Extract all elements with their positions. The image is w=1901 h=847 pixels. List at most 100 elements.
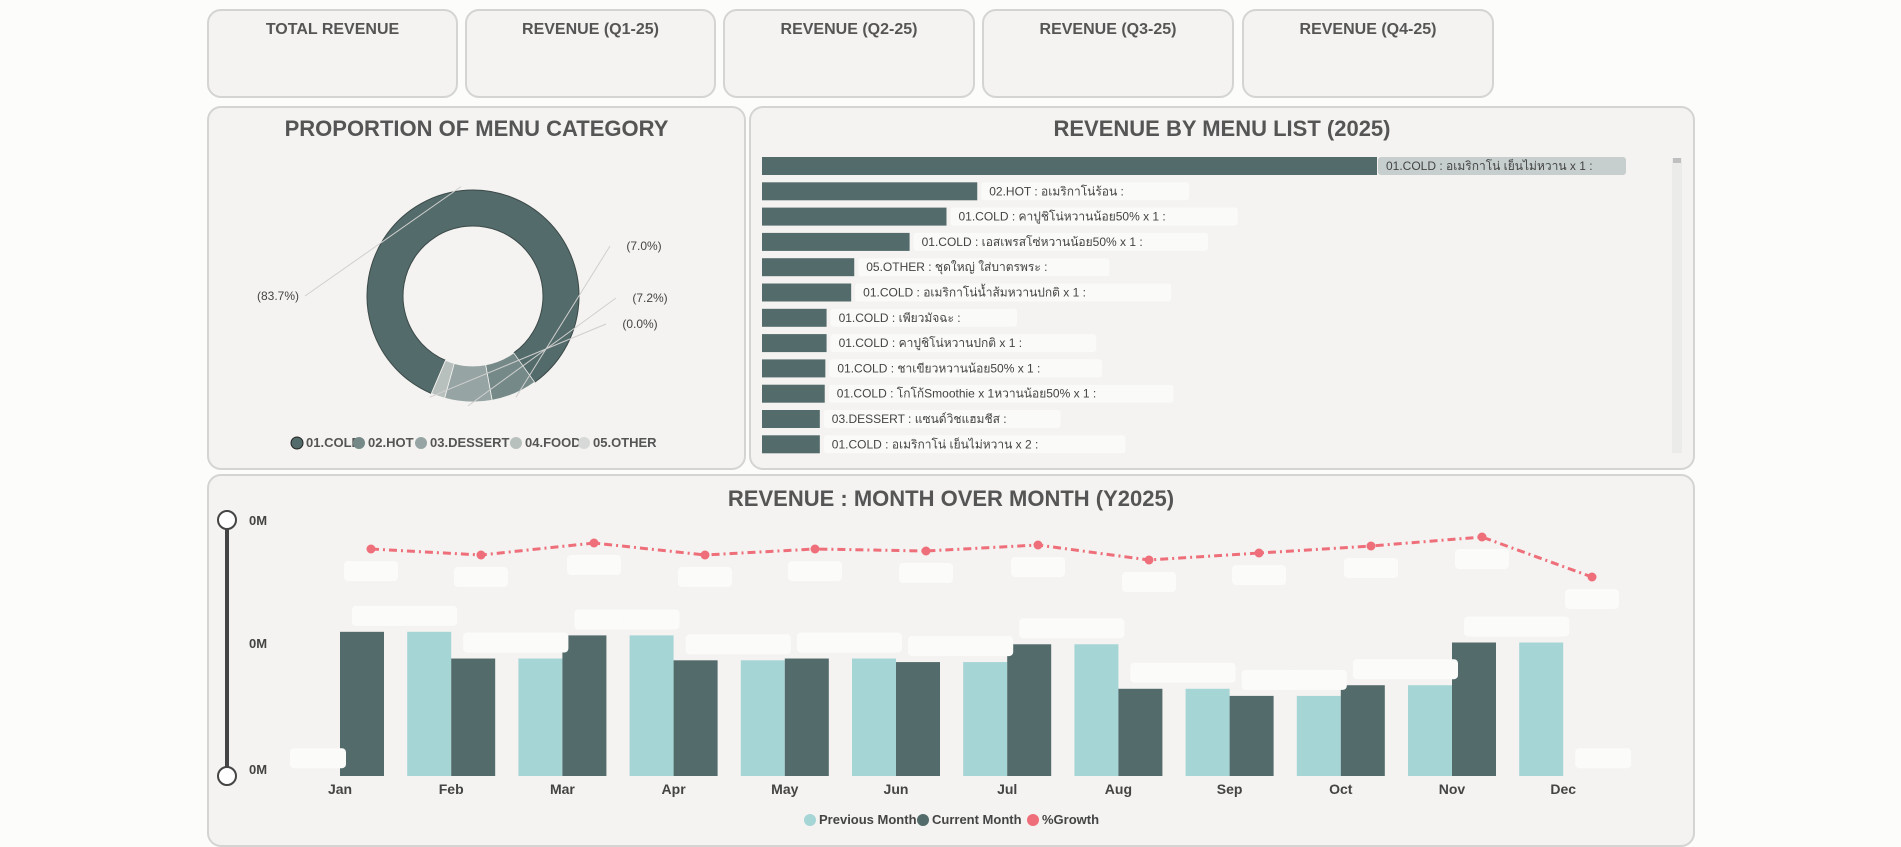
- bar-previous-month: [629, 635, 674, 776]
- kpi-title: REVENUE (Q4-25): [1299, 21, 1437, 38]
- donut-slice-05-other: [430, 359, 447, 395]
- x-tick-label: Jul: [997, 781, 1017, 797]
- bar-previous-month: [1296, 695, 1341, 776]
- menu-bar-label: 01.COLD : ชาเขียวหวานน้อย50% x 1 :: [837, 361, 1040, 375]
- bar-current-month: [562, 635, 607, 776]
- growth-point: [810, 544, 820, 554]
- donut-data-label: (83.7%): [257, 289, 299, 303]
- bar-current-month: [340, 631, 384, 776]
- bar-previous-month: [407, 631, 452, 776]
- legend-marker-03-dessert: [415, 437, 427, 449]
- menu-bar-label-box: [828, 384, 1174, 403]
- bar-previous-month: [963, 662, 1008, 776]
- bar-data-label-box: [908, 636, 964, 657]
- growth-data-label-box: [899, 563, 953, 583]
- legend-marker: [917, 814, 929, 826]
- growth-data-label-box: [1565, 589, 1619, 609]
- donut-leader-line: [304, 186, 462, 297]
- kpi-card-revenue-q2: REVENUE (Q2-25): [723, 9, 975, 98]
- menu-bar-label: 05.OTHER : ชุดใหญ่ ใส่บาตรพระ :: [866, 260, 1047, 275]
- legend-label: 02.HOT: [368, 435, 414, 450]
- mom-combo-chart: 0M 0M 0M Jan Feb Mar Apr May Jun Jul Aug Sep Oct Nov D…: [217, 510, 1632, 827]
- legend-marker-02-hot: [353, 437, 365, 449]
- menu-bar: [762, 182, 978, 201]
- menu-list-chart-title: REVENUE BY MENU LIST (2025): [1053, 116, 1391, 141]
- growth-data-label-box: [1455, 549, 1509, 569]
- menu-bar-label-box: [855, 283, 1172, 302]
- kpi-title: REVENUE (Q3-25): [1039, 21, 1177, 38]
- bar-data-label-box: [512, 632, 569, 653]
- menu-bar-label-box: [830, 308, 1017, 327]
- bar-data-label-box: [574, 609, 631, 630]
- growth-point: [1477, 532, 1487, 542]
- menu-list-scrollbar[interactable]: [1672, 158, 1682, 453]
- kpi-card-revenue-q1: REVENUE (Q1-25): [465, 9, 716, 98]
- legend-label: %Growth: [1042, 812, 1099, 827]
- x-tick-label: Mar: [550, 781, 575, 797]
- menu-bar: [762, 232, 910, 251]
- menu-bar-label-box: [981, 182, 1190, 201]
- donut-leader-line: [467, 297, 617, 407]
- y-range-slider-bottom-handle: [217, 766, 237, 786]
- bar-previous-month: [1074, 644, 1119, 776]
- growth-point: [700, 550, 710, 560]
- bar-current-month: [1229, 695, 1274, 776]
- growth-data-label-box: [567, 555, 621, 575]
- bar-data-label-box: [796, 632, 853, 653]
- kpi-title: REVENUE (Q2-25): [780, 21, 918, 38]
- x-tick-label: Dec: [1550, 781, 1576, 797]
- bar-data-label-box: [1130, 662, 1187, 683]
- growth-data-label-box: [1011, 557, 1065, 577]
- y-range-slider-top-handle: [217, 510, 237, 530]
- growth-point: [921, 546, 931, 556]
- menu-bar: [762, 410, 820, 428]
- menu-bar-label: 03.DESSERT : แซนด์วิชแฮมชีส :: [832, 412, 1007, 426]
- bar-data-label-box: [1179, 662, 1236, 683]
- menu-category-panel: PROPORTION OF MENU CATEGORY (83.7%) (7.0%…: [207, 106, 746, 470]
- x-tick-label: Jun: [884, 781, 909, 797]
- bar-data-label-box: [1290, 669, 1347, 690]
- bar-data-label-box: [1464, 616, 1520, 637]
- donut-chart: (83.7%) (7.0%) (7.2%) (0.0%) 01.COLD 02.HOT 03…: [257, 186, 668, 450]
- menu-bar-label: 01.COLD : อเมริกาโน่ เย็นไม่หวาน x 2 :: [832, 436, 1039, 451]
- bar-previous-month: [518, 658, 563, 776]
- legend-label: 01.COLD: [306, 435, 361, 450]
- legend-label: Current Month: [932, 812, 1022, 827]
- menu-list-scrollbar-thumb[interactable]: [1673, 158, 1681, 163]
- bar-current-month: [1340, 685, 1385, 776]
- menu-bar-label: 01.COLD : อเมริกาโน่น้ำส้มหวานปกติ x 1 :: [863, 284, 1086, 300]
- y-tick-label: 0M: [249, 636, 267, 651]
- bar-data-label-box: [352, 605, 408, 626]
- menu-bar-label: 01.COLD : เอสเพรสโซ่หวานน้อย50% x 1 :: [922, 235, 1143, 249]
- menu-bar: [762, 334, 827, 353]
- growth-data-label-box: [1122, 572, 1176, 592]
- kpi-title: TOTAL REVENUE: [265, 21, 400, 38]
- bar-current-month: [1452, 642, 1496, 776]
- bar-current-month: [896, 662, 940, 776]
- menu-list-bar-chart: 01.COLD : อเมริกาโน่ เย็นไม่หวาน x 1 : 02…: [762, 157, 1626, 454]
- menu-bar-label: 01.COLD : คาปูชิโน่หวานปกติ x 1 :: [839, 336, 1022, 351]
- growth-point: [366, 544, 376, 554]
- menu-bar: [762, 359, 826, 378]
- mom-chart-title: REVENUE : MONTH OVER MONTH (Y2025): [727, 486, 1175, 511]
- menu-bar-label: 01.COLD : เพียวมัจฉะ :: [839, 311, 961, 325]
- legend-marker: [804, 814, 816, 826]
- x-tick-label: Apr: [662, 781, 687, 797]
- growth-data-label-box: [678, 567, 732, 587]
- bar-previous-month: [1185, 688, 1230, 776]
- growth-data-label-box: [1344, 558, 1398, 578]
- menu-bar: [762, 384, 825, 403]
- bar-data-label-box: [1241, 669, 1298, 690]
- menu-bar: [762, 283, 852, 302]
- bar-data-label-box: [401, 605, 458, 626]
- x-tick-label: Nov: [1439, 781, 1466, 797]
- legend-marker: [1027, 814, 1039, 826]
- donut-leader-line: [429, 323, 607, 398]
- x-tick-label: May: [771, 781, 798, 797]
- donut-leader-line: [515, 245, 611, 398]
- bar-data-label-box: [1068, 618, 1125, 639]
- kpi-card-revenue-q4: REVENUE (Q4-25): [1242, 9, 1494, 98]
- bar-current-month: [1118, 688, 1163, 776]
- donut-data-label: (7.0%): [626, 239, 661, 253]
- menu-bar-label-box: [858, 258, 1110, 277]
